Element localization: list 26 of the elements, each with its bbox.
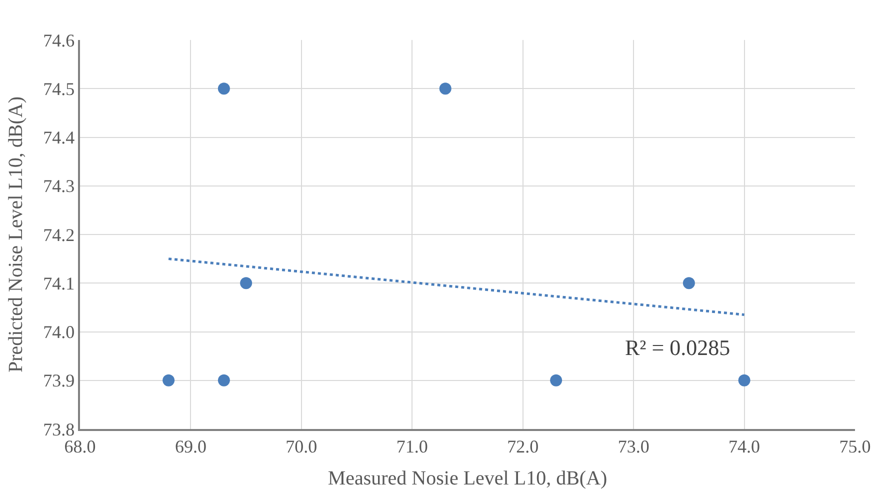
y-tick-label: 74.0 xyxy=(43,322,75,342)
x-tick-label: 72.0 xyxy=(507,436,539,456)
x-tick-label: 69.0 xyxy=(174,436,206,456)
point xyxy=(218,82,230,95)
y-tick-label: 74.1 xyxy=(43,273,75,294)
y-tick-label: 74.4 xyxy=(43,128,75,148)
point xyxy=(240,277,252,290)
point xyxy=(439,82,452,95)
x-tick-label: 75.0 xyxy=(839,436,871,456)
y-tick-label: 74.6 xyxy=(43,30,75,50)
x-tick-label: 74.0 xyxy=(728,436,760,456)
point xyxy=(162,374,175,386)
y-tick-label: 74.2 xyxy=(43,224,75,245)
point xyxy=(550,374,562,386)
y-tick-label: 74.3 xyxy=(43,176,75,196)
annotation: R² = 0.0285 xyxy=(625,335,730,360)
point xyxy=(218,374,230,386)
x-tick-label: 71.0 xyxy=(396,436,428,456)
y-tick-label: 73.9 xyxy=(43,370,75,391)
point xyxy=(682,277,695,290)
y-tick-label: 74.5 xyxy=(43,78,75,99)
x-tick-label: 70.0 xyxy=(286,436,318,456)
point xyxy=(738,374,750,386)
x-tick-label: 73.0 xyxy=(618,436,650,456)
y-axis-title: Predicted Noise Level L10, dB(A) xyxy=(5,96,28,373)
x-axis-title: Measured Nosie Level L10, dB(A) xyxy=(328,467,608,490)
